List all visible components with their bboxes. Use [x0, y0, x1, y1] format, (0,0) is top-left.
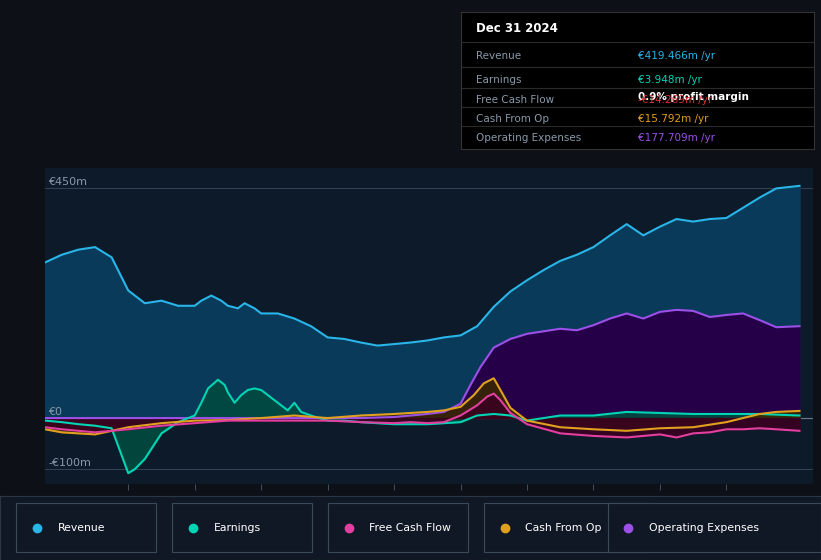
- Text: -€100m: -€100m: [48, 458, 91, 468]
- Text: 0.9% profit margin: 0.9% profit margin: [638, 92, 749, 102]
- Text: Dec 31 2024: Dec 31 2024: [475, 22, 557, 35]
- Text: €3.948m /yr: €3.948m /yr: [638, 76, 702, 85]
- Text: Cash From Op: Cash From Op: [525, 523, 602, 533]
- Text: €0: €0: [48, 407, 62, 417]
- Text: €177.709m /yr: €177.709m /yr: [638, 133, 715, 143]
- FancyBboxPatch shape: [608, 503, 821, 552]
- Text: Revenue: Revenue: [475, 50, 521, 60]
- FancyBboxPatch shape: [16, 503, 156, 552]
- Text: €15.792m /yr: €15.792m /yr: [638, 114, 709, 124]
- Text: €450m: €450m: [48, 178, 88, 188]
- Text: Free Cash Flow: Free Cash Flow: [369, 523, 452, 533]
- Text: Earnings: Earnings: [213, 523, 260, 533]
- Text: Operating Expenses: Operating Expenses: [475, 133, 580, 143]
- Text: Earnings: Earnings: [475, 76, 521, 85]
- FancyBboxPatch shape: [172, 503, 312, 552]
- FancyBboxPatch shape: [484, 503, 649, 552]
- Text: Revenue: Revenue: [57, 523, 105, 533]
- FancyBboxPatch shape: [328, 503, 468, 552]
- Text: €419.466m /yr: €419.466m /yr: [638, 50, 715, 60]
- Text: -€14.269m /yr: -€14.269m /yr: [638, 95, 712, 105]
- Text: Operating Expenses: Operating Expenses: [649, 523, 759, 533]
- Text: Cash From Op: Cash From Op: [475, 114, 548, 124]
- Text: Free Cash Flow: Free Cash Flow: [475, 95, 553, 105]
